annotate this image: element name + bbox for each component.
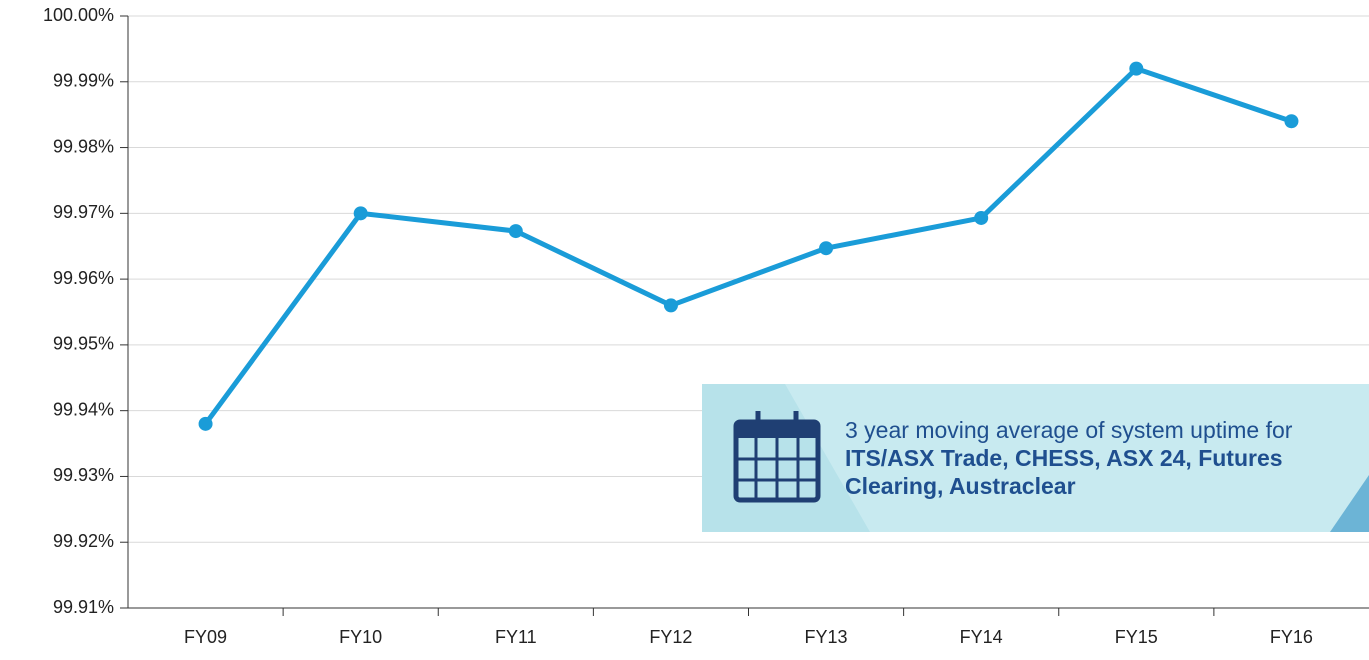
y-tick-label: 99.94%: [53, 399, 114, 419]
y-tick-label: 99.96%: [53, 268, 114, 288]
calendar-icon: [733, 411, 821, 503]
x-tick-label: FY12: [649, 627, 692, 647]
y-tick-label: 99.98%: [53, 136, 114, 156]
point: [198, 416, 213, 431]
x-tick-label: FY15: [1115, 627, 1158, 647]
x-tick-label: FY10: [339, 627, 382, 647]
point: [353, 206, 368, 221]
point: [663, 298, 678, 313]
point: [1284, 114, 1299, 129]
annotation: 3 year moving average of system uptime f…: [845, 416, 1355, 500]
point: [974, 210, 989, 225]
callout-box: [702, 384, 1369, 532]
point: [508, 224, 523, 239]
x-tick-label: FY11: [495, 627, 537, 647]
x-tick-label: FY09: [184, 627, 227, 647]
annotation-bold: ITS/ASX Trade, CHESS, ASX 24, Futures Cl…: [845, 445, 1283, 499]
y-tick-label: 99.97%: [53, 202, 114, 222]
y-tick-label: 99.93%: [53, 465, 114, 485]
y-tick-label: 99.91%: [53, 597, 114, 617]
annotation-text: 3 year moving average of system uptime f…: [845, 417, 1293, 443]
y-tick-label: 99.92%: [53, 531, 114, 551]
x-tick-label: FY13: [805, 627, 848, 647]
y-tick-label: 99.99%: [53, 71, 114, 91]
y-tick-label: 100.00%: [43, 5, 114, 25]
x-tick-label: FY14: [960, 627, 1003, 647]
x-tick-label: FY16: [1270, 627, 1313, 647]
point: [1129, 61, 1144, 76]
point: [819, 241, 834, 256]
y-tick-label: 99.95%: [53, 334, 114, 354]
line-series: [203, 66, 1293, 426]
